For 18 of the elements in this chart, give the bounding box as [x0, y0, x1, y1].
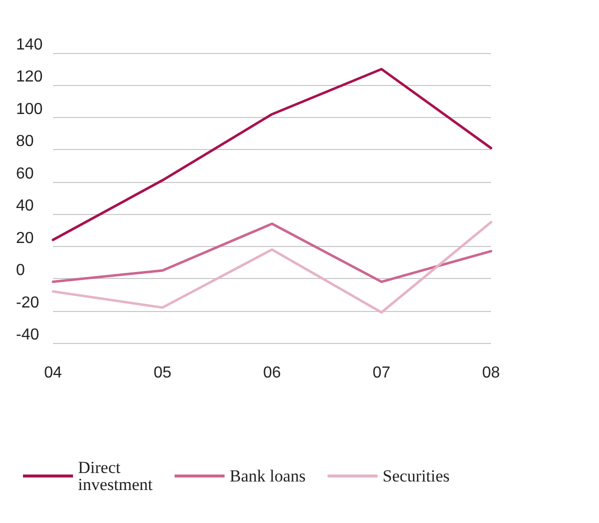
y-tick-label: 0 — [16, 262, 25, 280]
legend-label: Bank loans — [230, 466, 306, 486]
y-tick-label: 40 — [16, 198, 34, 215]
y-tick-label: 20 — [16, 230, 34, 247]
y-tick-label: 120 — [16, 68, 43, 86]
legend-label: Securities — [382, 466, 450, 486]
x-tick-label: 07 — [372, 364, 390, 382]
y-tick-label: -20 — [16, 294, 40, 312]
x-tick-label: 05 — [154, 364, 172, 382]
y-tick-label: 60 — [16, 165, 34, 182]
x-tick-label: 08 — [482, 364, 500, 382]
x-tick-label: 06 — [263, 364, 281, 382]
y-tick-label: -40 — [16, 326, 40, 344]
y-tick-label: 80 — [16, 133, 34, 150]
legend-label: Direct investment — [78, 458, 153, 494]
x-tick-label: 04 — [44, 364, 62, 382]
y-tick-label: 140 — [16, 36, 43, 54]
y-tick-label: 100 — [16, 100, 43, 118]
